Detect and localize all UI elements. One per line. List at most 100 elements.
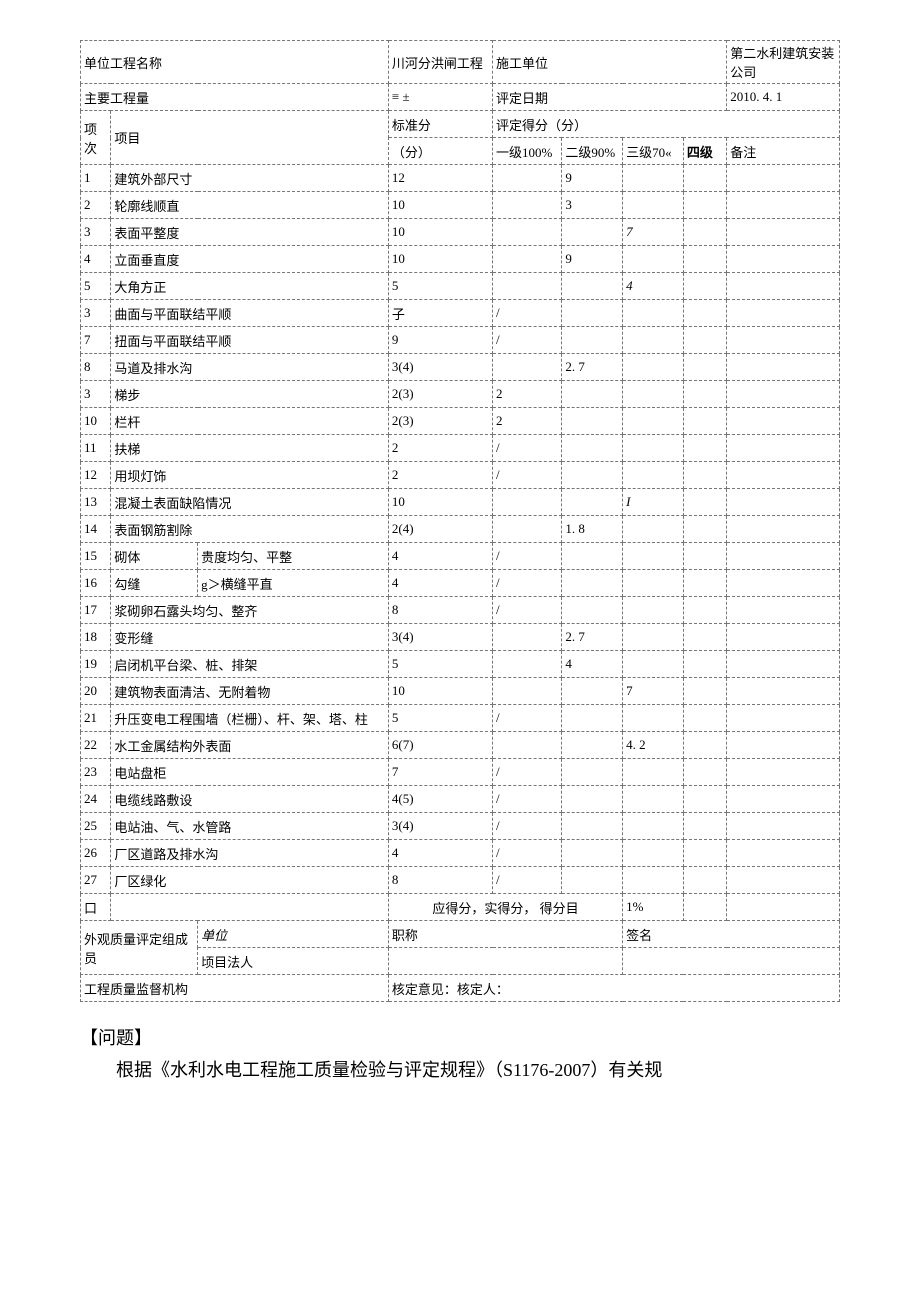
row-idx: 12 [81,462,111,489]
row-note [727,705,840,732]
table-row: 10栏杆2(3)2 [81,408,840,435]
row-l1 [493,354,562,381]
header-row-1: 单位工程名称 川河分洪闸工程 施工单位 第二水利建筑安装公司 [81,41,840,84]
row-l3 [623,651,684,678]
row-note [727,219,840,246]
row-l4 [683,300,726,327]
row-l3 [623,624,684,651]
table-row: 3表面平整度107 [81,219,840,246]
row-note [727,516,840,543]
sign-blank [623,948,840,975]
row-l3 [623,840,684,867]
table-row: 11扶梯2/ [81,435,840,462]
row-l1: / [493,867,562,894]
row-item: 电缆线路敷设 [111,786,389,813]
total-text: 应得分，实得分， 得分目 [388,894,622,921]
row-item: 电站盘柜 [111,759,389,786]
row-l3 [623,786,684,813]
row-l3 [623,165,684,192]
approval-text: 核定意见：核定人： [388,975,839,1002]
row-item: 大角方正 [111,273,389,300]
row-std: 7 [388,759,492,786]
header-row-2: 主要工程量 ≡ ± 评定日期 2010. 4. 1 [81,84,840,111]
row-item: 启闭机平台梁、桩、排架 [111,651,389,678]
row-std: 4 [388,570,492,597]
row-item: 变形缝 [111,624,389,651]
row-note [727,624,840,651]
question-label: 【问题】 [80,1022,840,1054]
table-row: 19启闭机平台梁、桩、排架54 [81,651,840,678]
qty-value: ≡ ± [388,84,492,111]
row-l1: / [493,300,562,327]
row-l1: / [493,759,562,786]
row-std: 5 [388,273,492,300]
row-l4 [683,597,726,624]
row-note [727,327,840,354]
question-block: 【问题】 根据《水利水电工程施工质量检验与评定规程》（S1176-2007）有关… [80,1022,840,1087]
row-l1: / [493,786,562,813]
row-l1 [493,732,562,759]
row-note [727,435,840,462]
date-value: 2010. 4. 1 [727,84,840,111]
row-idx: 26 [81,840,111,867]
row-std: 2(4) [388,516,492,543]
row-l4 [683,759,726,786]
row-std: 10 [388,192,492,219]
row-idx: 2 [81,192,111,219]
row-item: 厂区绿化 [111,867,389,894]
row-idx: 3 [81,381,111,408]
sign-col-label: 签名 [623,921,840,948]
row-l2: 4 [562,651,623,678]
row-l2: 9 [562,165,623,192]
row-std: 12 [388,165,492,192]
row-item: 浆砌卵石露头均匀、整齐 [111,597,389,624]
row-idx: 21 [81,705,111,732]
row-std: 4(5) [388,786,492,813]
row-std: 5 [388,651,492,678]
row-std: 3(4) [388,354,492,381]
row-item: 马道及排水沟 [111,354,389,381]
row-note [727,192,840,219]
row-l3 [623,435,684,462]
row-l1: / [493,543,562,570]
row-item: 水工金属结构外表面 [111,732,389,759]
total-row: 口 应得分，实得分， 得分目 1% [81,894,840,921]
row-idx: 7 [81,327,111,354]
row-l4 [683,732,726,759]
row-l2: 1. 8 [562,516,623,543]
row-l1: / [493,435,562,462]
row-l3 [623,597,684,624]
row-idx: 17 [81,597,111,624]
row-l1: / [493,462,562,489]
row-l1: / [493,327,562,354]
table-row: 15砌体贵度均匀、平整4/ [81,543,840,570]
table-row: 21升压变电工程围墙（栏栅）、杆、架、塔、柱5/ [81,705,840,732]
row-l2 [562,570,623,597]
row-std: 2 [388,462,492,489]
row-item: 扶梯 [111,435,389,462]
row-l2 [562,462,623,489]
row-l4 [683,435,726,462]
row-l1 [493,192,562,219]
row-std: 8 [388,867,492,894]
table-row: 23电站盘柜7/ [81,759,840,786]
row-idx: 11 [81,435,111,462]
constructor-value: 第二水利建筑安装公司 [727,41,840,84]
row-l1 [493,678,562,705]
level-3-header: 三级70« [623,138,684,165]
total-note [727,894,840,921]
table-row: 18变形缝3(4)2. 7 [81,624,840,651]
row-l4 [683,570,726,597]
row-idx: 15 [81,543,111,570]
std-header-2: （分） [388,138,492,165]
row-l3 [623,813,684,840]
level-2-header: 二级90% [562,138,623,165]
table-row: 24电缆线路敷设4(5)/ [81,786,840,813]
row-l2 [562,840,623,867]
row-l2 [562,786,623,813]
row-l3 [623,570,684,597]
supervision-org: 工程质量监督机构 [81,975,389,1002]
row-idx: 3 [81,219,111,246]
row-l4 [683,786,726,813]
legal-person: 顷目法人 [198,948,389,975]
